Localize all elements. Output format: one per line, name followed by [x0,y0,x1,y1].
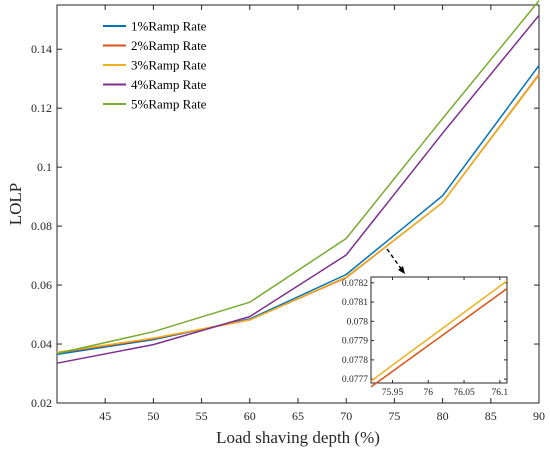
x-tick-label: 45 [99,409,111,423]
x-tick-label: 60 [244,409,256,423]
y-tick-label: 0.14 [31,42,52,56]
y-axis: 0.02 0.04 0.06 0.08 0.1 0.12 0.14 [31,42,539,410]
y-tick-label: 0.12 [31,101,52,115]
inset-x-tick-label: 76.05 [453,388,475,398]
y-tick-label: 0.08 [31,219,52,233]
inset-series-lines [370,280,508,388]
series-lines [56,0,540,364]
inset-y-tick-label: 0.0781 [342,298,368,308]
x-tick-label: 65 [292,409,304,423]
inset-line-3-ramp-rate [370,280,508,382]
inset-y-tick-label: 0.0777 [342,375,368,385]
legend-entry: 4%Ramp Rate [131,77,207,92]
series-line-4-ramp-rate [56,14,540,364]
series-line-3-ramp-rate [56,74,540,354]
inset-x-tick-label: 76 [424,388,434,398]
inset-plot-area [370,276,508,384]
y-tick-label: 0.04 [31,337,52,351]
x-tick-label: 55 [196,409,208,423]
inset-y-tick-label: 0.0782 [342,279,368,289]
inset-y-tick-label: 0.0779 [342,337,368,347]
x-axis: 45 50 55 60 65 70 75 80 85 90 [99,5,545,423]
inset-line-2-ramp-rate [370,287,508,388]
inset-x-tick-label: 75.95 [382,388,404,398]
zoom-arrow-icon [386,248,405,274]
y-tick-label: 0.02 [31,396,52,410]
x-tick-label: 90 [533,409,545,423]
y-tick-label: 0.06 [31,278,52,292]
legend-entry: 5%Ramp Rate [131,97,207,112]
x-tick-label: 85 [485,409,497,423]
y-axis-label: LOLP [6,183,25,226]
legend-entry: 2%Ramp Rate [131,38,207,53]
inset-x-axis: 75.95 76 76.05 76.1 [382,277,509,398]
legend: 1%Ramp Rate 2%Ramp Rate 3%Ramp Rate 4%Ramp … [103,19,207,112]
y-tick-label: 0.1 [37,160,52,174]
inset-zoom-plot: 0.0777 0.0778 0.0779 0.078 0.0781 0.0782 75.9… [342,276,509,398]
inset-y-axis: 0.0777 0.0778 0.0779 0.078 0.0781 0.0782 [342,279,507,385]
legend-entry: 3%Ramp Rate [131,58,207,73]
inset-y-tick-label: 0.0778 [342,356,368,366]
x-tick-label: 50 [147,409,159,423]
series-line-1-ramp-rate [56,64,540,356]
x-axis-label: Load shaving depth (%) [216,428,380,447]
x-tick-label: 75 [388,409,400,423]
x-tick-label: 70 [340,409,352,423]
series-line-5-ramp-rate [56,0,540,355]
inset-x-tick-label: 76.1 [492,388,509,398]
inset-y-tick-label: 0.078 [347,317,369,327]
x-tick-label: 80 [437,409,449,423]
legend-entry: 1%Ramp Rate [131,19,207,34]
